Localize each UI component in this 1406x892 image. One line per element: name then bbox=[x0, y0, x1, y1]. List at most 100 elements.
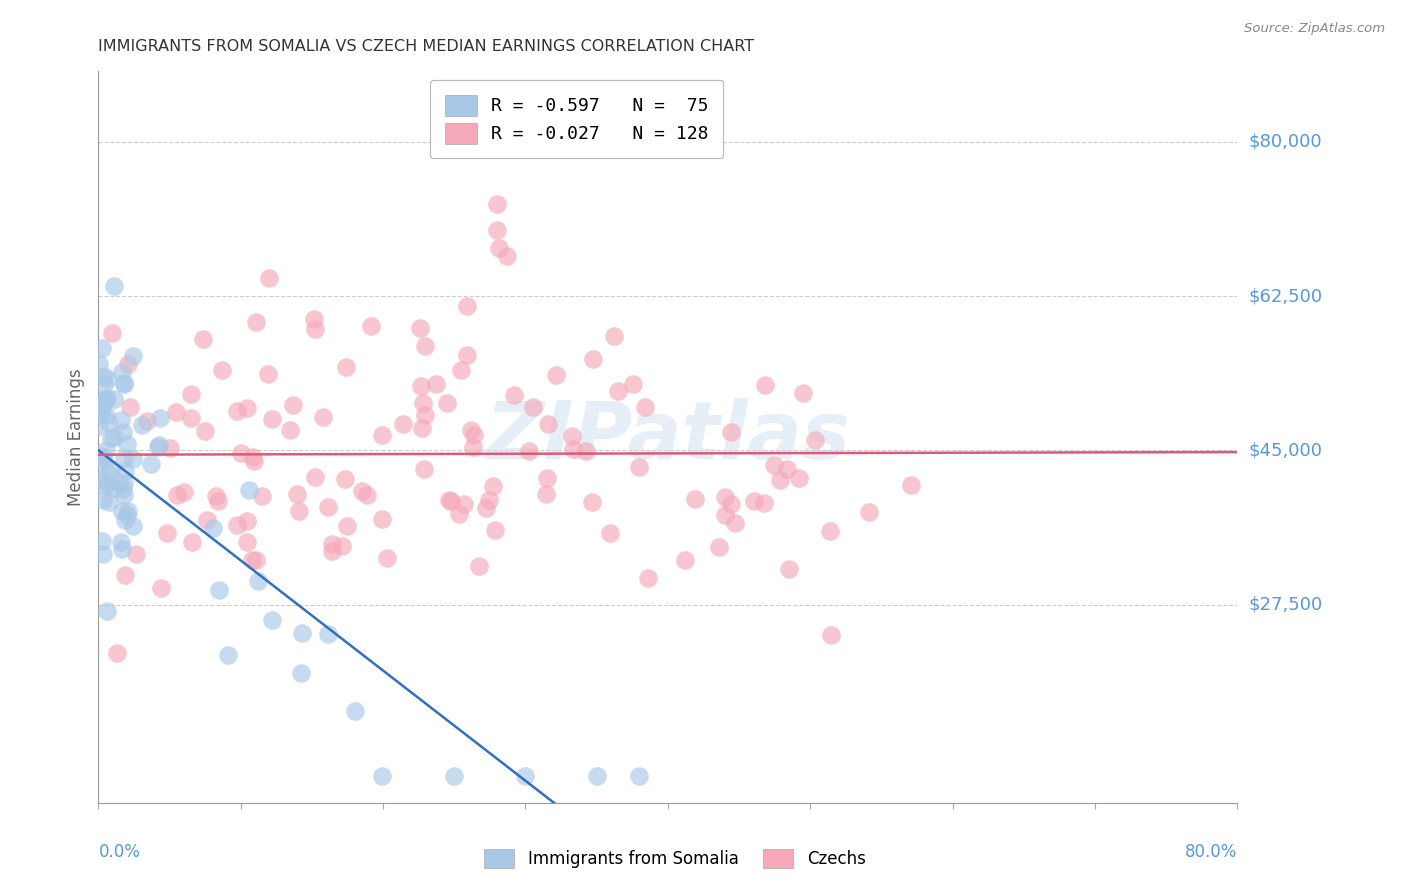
Point bbox=[87, 357, 110, 371]
Point bbox=[304, 322, 326, 336]
Point bbox=[118, 401, 141, 415]
Text: IMMIGRANTS FROM SOMALIA VS CZECH MEDIAN EARNINGS CORRELATION CHART: IMMIGRANTS FROM SOMALIA VS CZECH MEDIAN … bbox=[98, 38, 755, 54]
Point bbox=[288, 504, 311, 518]
Point bbox=[211, 363, 233, 377]
Point bbox=[536, 471, 558, 485]
Point bbox=[238, 483, 260, 498]
Point bbox=[408, 321, 430, 335]
Point bbox=[117, 503, 139, 517]
Point bbox=[778, 562, 800, 576]
Point bbox=[634, 400, 657, 414]
Point bbox=[96, 391, 118, 405]
Point bbox=[94, 392, 117, 407]
Text: Source: ZipAtlas.com: Source: ZipAtlas.com bbox=[1244, 22, 1385, 36]
Point bbox=[111, 542, 134, 557]
Point bbox=[96, 372, 118, 386]
Point bbox=[411, 421, 433, 435]
Point bbox=[496, 249, 519, 263]
Point bbox=[536, 417, 558, 431]
Point bbox=[115, 436, 138, 450]
Point bbox=[93, 395, 115, 409]
Point bbox=[352, 483, 374, 498]
Point bbox=[242, 454, 264, 468]
Point bbox=[207, 494, 229, 508]
Point bbox=[115, 508, 138, 522]
Point bbox=[515, 769, 537, 783]
Point bbox=[240, 553, 263, 567]
Point bbox=[475, 501, 498, 516]
Point bbox=[114, 465, 136, 479]
Point bbox=[447, 508, 470, 522]
Point bbox=[356, 488, 378, 502]
Point bbox=[561, 429, 583, 443]
Point bbox=[818, 524, 841, 539]
Point bbox=[103, 481, 125, 495]
Point bbox=[231, 446, 253, 460]
Point bbox=[456, 299, 478, 313]
Point bbox=[460, 424, 482, 438]
Point bbox=[208, 583, 231, 598]
Point bbox=[112, 476, 135, 491]
Point bbox=[330, 539, 353, 553]
Point bbox=[110, 413, 132, 427]
Point bbox=[89, 418, 111, 433]
Point bbox=[502, 388, 524, 402]
Point bbox=[316, 500, 339, 514]
Point bbox=[333, 472, 356, 486]
Point bbox=[91, 493, 114, 508]
Point bbox=[112, 376, 135, 391]
Point bbox=[148, 411, 170, 425]
Point bbox=[141, 457, 163, 471]
Point bbox=[112, 450, 135, 465]
Point bbox=[114, 513, 136, 527]
Point bbox=[713, 491, 735, 505]
Point bbox=[302, 312, 325, 326]
Y-axis label: Median Earnings: Median Earnings bbox=[67, 368, 86, 506]
Point bbox=[637, 571, 659, 585]
Point bbox=[159, 441, 181, 455]
Point bbox=[546, 368, 568, 382]
Point bbox=[621, 377, 644, 392]
Point bbox=[91, 547, 114, 561]
Point bbox=[820, 628, 842, 642]
Point bbox=[858, 505, 880, 519]
Point bbox=[236, 514, 259, 528]
Point bbox=[482, 478, 505, 492]
Point bbox=[291, 626, 314, 640]
Point bbox=[280, 423, 302, 437]
Point bbox=[804, 433, 827, 447]
Text: $62,500: $62,500 bbox=[1249, 287, 1323, 305]
Point bbox=[90, 450, 112, 464]
Point bbox=[768, 474, 790, 488]
Point bbox=[181, 535, 204, 549]
Point bbox=[437, 492, 460, 507]
Point bbox=[93, 376, 115, 391]
Point bbox=[606, 384, 628, 398]
Point bbox=[260, 613, 283, 627]
Point bbox=[260, 412, 283, 426]
Point bbox=[436, 396, 458, 410]
Point bbox=[217, 648, 239, 662]
Point bbox=[312, 409, 335, 424]
Point bbox=[335, 360, 357, 375]
Text: ZIPatlas: ZIPatlas bbox=[485, 398, 851, 476]
Point bbox=[673, 552, 696, 566]
Point bbox=[628, 459, 651, 474]
Point bbox=[250, 489, 273, 503]
Point bbox=[103, 279, 125, 293]
Point bbox=[787, 471, 810, 485]
Point bbox=[96, 442, 118, 457]
Point bbox=[108, 475, 131, 489]
Point bbox=[321, 544, 343, 558]
Point bbox=[290, 665, 312, 680]
Point bbox=[443, 769, 465, 783]
Point bbox=[413, 408, 436, 422]
Point bbox=[90, 341, 112, 355]
Point bbox=[534, 487, 557, 501]
Point bbox=[285, 487, 308, 501]
Point bbox=[148, 438, 170, 452]
Point bbox=[112, 488, 135, 502]
Point bbox=[370, 769, 392, 783]
Point bbox=[522, 400, 544, 414]
Point bbox=[136, 414, 159, 428]
